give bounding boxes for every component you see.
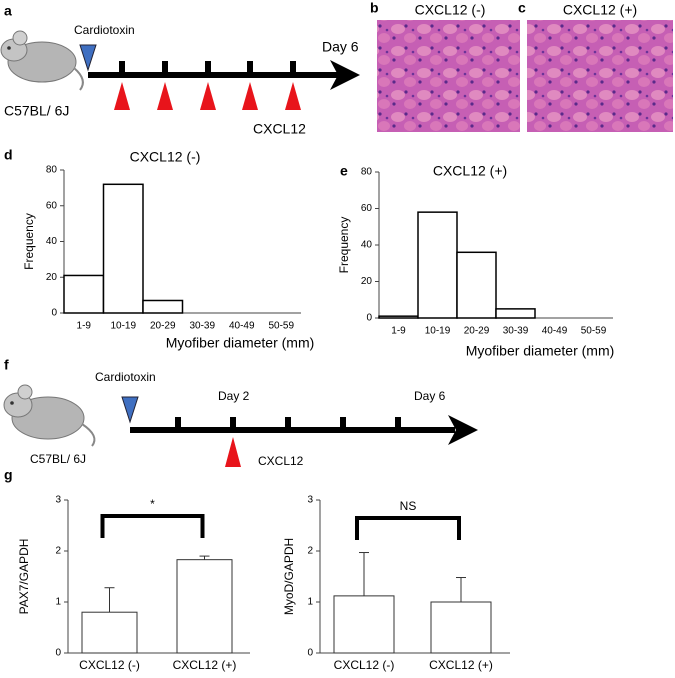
strain-label: C57BL/ 6J <box>30 452 86 466</box>
bar <box>102 183 144 314</box>
panel-label: c <box>518 0 526 16</box>
panel-label: e <box>340 163 348 179</box>
panel-label: f <box>4 357 9 373</box>
x-tick-label: 50-59 <box>581 326 607 337</box>
bar <box>378 315 419 319</box>
chart-title: CXCL12 (+) <box>433 163 507 179</box>
y-tick-label: 60 <box>361 203 373 214</box>
y-tick-label: 20 <box>46 272 58 283</box>
histology-image <box>377 20 520 132</box>
timeline-ticks <box>119 61 296 73</box>
image-title: CXCL12 (-) <box>415 2 486 18</box>
y-tick-label: 0 <box>307 648 313 659</box>
y-tick-label: 2 <box>307 546 313 557</box>
y-tick-label: 20 <box>361 276 373 287</box>
y-axis-label: Frequency <box>337 217 351 274</box>
y-tick-label: 80 <box>361 167 373 178</box>
x-tick-label: 1-9 <box>391 326 406 337</box>
y-tick-label: 2 <box>55 546 61 557</box>
bar <box>495 308 536 319</box>
y-tick-label: 40 <box>361 240 373 251</box>
injection-label: CXCL12 <box>253 121 306 137</box>
x-tick-label: CXCL12 (+) <box>173 658 237 672</box>
x-tick-label: CXCL12 (-) <box>334 658 395 672</box>
bar <box>430 601 492 654</box>
x-tick-label: 40-49 <box>542 326 568 337</box>
bar <box>176 559 233 654</box>
y-tick-label: 3 <box>55 495 61 506</box>
timeline-ticks <box>175 417 401 429</box>
x-axis-label: Myofiber diameter (mm) <box>466 343 615 359</box>
cxcl12-markers <box>114 82 301 110</box>
significance-label: * <box>150 497 155 511</box>
x-tick-label: 30-39 <box>189 321 215 332</box>
histology-image <box>527 20 673 132</box>
bar <box>142 299 184 314</box>
x-tick-label: CXCL12 (+) <box>429 658 493 672</box>
image-title: CXCL12 (+) <box>563 2 637 18</box>
y-tick-label: 1 <box>55 597 61 608</box>
y-axis-label: PAX7/GAPDH <box>17 539 31 615</box>
significance-bracket <box>100 514 205 538</box>
y-axis-label: MyoD/GAPDH <box>282 538 296 615</box>
x-tick-label: 10-19 <box>110 321 136 332</box>
timeline-arrow <box>330 60 360 90</box>
treatment-label: Cardiotoxin <box>95 370 156 384</box>
injection-marker <box>121 396 139 424</box>
y-tick-label: 0 <box>366 313 372 324</box>
x-tick-label: CXCL12 (-) <box>79 658 140 672</box>
bar <box>417 211 458 319</box>
y-tick-label: 0 <box>55 648 61 659</box>
day-label: Day 2 <box>218 389 250 403</box>
chart-title: CXCL12 (-) <box>130 149 201 165</box>
y-tick-label: 60 <box>46 200 58 211</box>
day-label: Day 6 <box>322 39 359 55</box>
x-tick-label: 50-59 <box>268 321 294 332</box>
y-tick-label: 80 <box>46 165 58 176</box>
panel-label: a <box>4 3 12 19</box>
panel-label: d <box>4 147 13 163</box>
x-tick-label: 40-49 <box>229 321 255 332</box>
panel-label: b <box>370 0 379 16</box>
treatment-label: Cardiotoxin <box>74 23 135 37</box>
day-label: Day 6 <box>414 389 446 403</box>
mouse-icon <box>0 30 84 91</box>
mouse-icon <box>3 384 96 447</box>
x-tick-label: 20-29 <box>150 321 176 332</box>
y-axis-label: Frequency <box>22 213 36 270</box>
y-tick-label: 40 <box>46 236 58 247</box>
cxcl12-marker <box>225 437 241 467</box>
significance-label: NS <box>400 499 417 513</box>
injection-label: CXCL12 <box>258 454 304 468</box>
panel-label: g <box>4 467 13 483</box>
y-tick-label: 3 <box>307 495 313 506</box>
bar <box>81 611 138 654</box>
y-tick-label: 0 <box>51 308 57 319</box>
x-tick-label: 10-19 <box>425 326 451 337</box>
x-tick-label: 20-29 <box>464 326 490 337</box>
injection-marker <box>79 44 97 72</box>
bar <box>333 595 395 654</box>
significance-bracket <box>355 516 461 540</box>
y-tick-label: 1 <box>307 597 313 608</box>
x-axis-label: Myofiber diameter (mm) <box>166 335 315 351</box>
x-tick-label: 1-9 <box>77 321 92 332</box>
x-tick-label: 30-39 <box>503 326 529 337</box>
strain-label: C57BL/ 6J <box>4 103 69 119</box>
timeline-arrow <box>448 415 478 445</box>
bar <box>63 274 105 314</box>
bar <box>456 251 497 319</box>
